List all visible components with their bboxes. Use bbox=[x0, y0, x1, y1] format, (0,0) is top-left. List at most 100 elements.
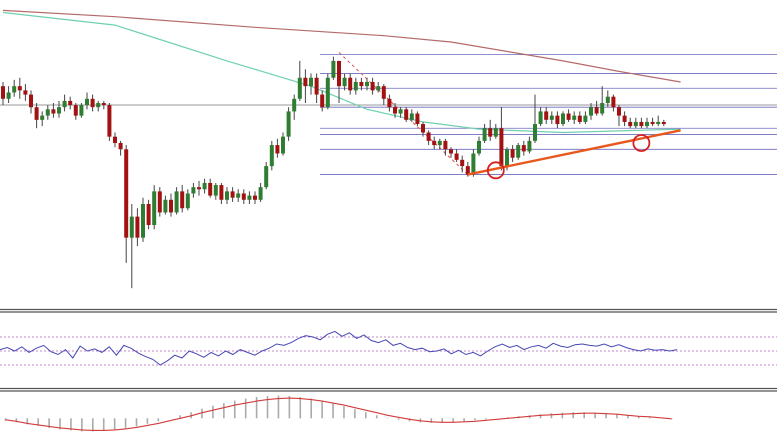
candle-down bbox=[17, 86, 22, 91]
candle-up bbox=[516, 145, 521, 158]
candle-up bbox=[225, 191, 229, 200]
candle-up bbox=[264, 166, 269, 188]
candle-up bbox=[365, 81, 369, 87]
candle-up bbox=[471, 153, 476, 175]
rsi-panel bbox=[0, 330, 777, 366]
candle-down bbox=[387, 98, 392, 108]
candle-down bbox=[611, 96, 616, 108]
candle-up bbox=[247, 195, 252, 200]
candle-down bbox=[370, 81, 375, 91]
candle-down bbox=[34, 107, 39, 120]
candle-down bbox=[68, 100, 73, 106]
candle-up bbox=[572, 115, 577, 120]
candle-down bbox=[499, 128, 504, 167]
candle-down bbox=[169, 199, 173, 213]
candle-up bbox=[342, 77, 347, 87]
swing-low-marker bbox=[632, 134, 651, 152]
candle-down bbox=[460, 159, 465, 167]
candle-up bbox=[477, 140, 481, 154]
candle-up bbox=[163, 199, 168, 213]
candle-up bbox=[533, 124, 537, 141]
candle-down bbox=[359, 81, 364, 87]
candle-up bbox=[191, 187, 196, 194]
candle-down bbox=[381, 86, 386, 99]
candle-down bbox=[197, 187, 201, 190]
candle-down bbox=[510, 149, 515, 158]
candle-up bbox=[538, 111, 543, 125]
candle-down bbox=[1, 86, 5, 99]
fibonacci-retracement bbox=[320, 52, 777, 175]
candle-down bbox=[337, 60, 341, 87]
candle-up bbox=[174, 191, 179, 213]
candle-down bbox=[555, 115, 560, 125]
candle-up bbox=[40, 115, 45, 120]
candle-up bbox=[482, 128, 487, 141]
candle-down bbox=[622, 115, 627, 122]
candle-up bbox=[281, 136, 285, 154]
candlesticks bbox=[1, 56, 666, 289]
candle-down bbox=[443, 140, 448, 150]
swing-low-marker bbox=[486, 161, 505, 180]
candle-down bbox=[29, 94, 33, 108]
candle-down bbox=[124, 149, 129, 238]
candle-up bbox=[583, 115, 588, 122]
fast-moving-average-line bbox=[2, 11, 681, 134]
candle-down bbox=[617, 107, 621, 116]
candle-up bbox=[376, 86, 381, 91]
candle-down bbox=[426, 132, 431, 141]
candle-down bbox=[135, 216, 140, 238]
candle-up bbox=[398, 109, 403, 114]
candle-up bbox=[6, 92, 11, 99]
candle-up bbox=[633, 121, 638, 127]
candle-down bbox=[594, 107, 599, 114]
candle-up bbox=[152, 191, 157, 226]
fib-anchor-line bbox=[338, 52, 469, 175]
price-panel bbox=[0, 9, 777, 289]
candle-down bbox=[650, 121, 655, 125]
candle-down bbox=[566, 113, 571, 120]
candle-down bbox=[107, 105, 112, 137]
candle-up bbox=[645, 121, 649, 127]
candle-down bbox=[180, 191, 185, 209]
candle-up bbox=[527, 140, 532, 152]
candle-up bbox=[437, 140, 442, 146]
candle-up bbox=[286, 111, 291, 137]
candle-down bbox=[488, 128, 493, 137]
slow-moving-average-line bbox=[2, 9, 681, 83]
candle-up bbox=[331, 60, 336, 78]
candle-up bbox=[258, 187, 263, 200]
candle-up bbox=[292, 98, 297, 112]
candle-down bbox=[157, 191, 162, 213]
candle-up bbox=[309, 77, 313, 87]
candle-down bbox=[404, 109, 409, 120]
candle-up bbox=[549, 115, 554, 120]
candle-up bbox=[656, 121, 661, 125]
candle-down bbox=[348, 77, 353, 91]
candle-down bbox=[628, 121, 633, 127]
candle-down bbox=[118, 142, 123, 150]
candle-down bbox=[577, 115, 582, 122]
candle-down bbox=[101, 103, 106, 106]
candle-up bbox=[85, 98, 89, 106]
candle-up bbox=[129, 216, 134, 238]
candle-down bbox=[219, 185, 224, 200]
candle-down bbox=[415, 113, 420, 125]
candle-up bbox=[141, 204, 145, 238]
candle-down bbox=[521, 145, 526, 152]
candle-down bbox=[275, 145, 280, 154]
candle-down bbox=[253, 195, 257, 200]
candle-up bbox=[493, 128, 498, 137]
candle-down bbox=[465, 166, 470, 175]
candle-up bbox=[589, 107, 593, 116]
candle-up bbox=[79, 105, 84, 116]
candle-up bbox=[297, 77, 302, 99]
candle-down bbox=[449, 149, 453, 154]
candle-down bbox=[661, 121, 666, 125]
candle-down bbox=[320, 94, 325, 108]
macd-panel bbox=[4, 395, 673, 432]
candle-up bbox=[62, 100, 67, 108]
candle-down bbox=[51, 109, 56, 114]
support-trendline bbox=[467, 129, 681, 180]
candle-up bbox=[57, 107, 61, 114]
